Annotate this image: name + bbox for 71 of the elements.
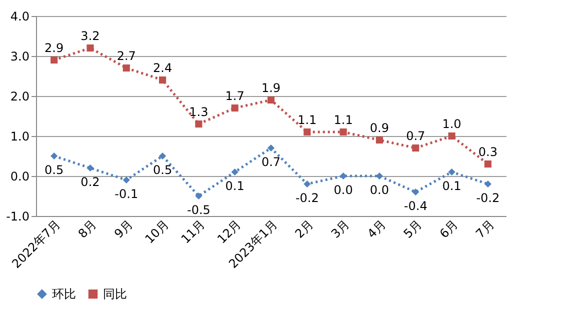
point xyxy=(412,144,420,152)
point xyxy=(484,160,492,168)
x-tick-label: 10月 xyxy=(142,217,172,246)
y-tick-label: -1.0 xyxy=(6,210,30,224)
x-tick-label: 4月 xyxy=(364,217,388,241)
y-tick-label: 0.0 xyxy=(10,170,30,184)
data-label: -0.2 xyxy=(295,191,319,205)
point xyxy=(86,44,94,52)
data-label: 0.0 xyxy=(334,183,353,197)
point xyxy=(484,180,492,188)
data-label: 0.2 xyxy=(80,175,100,189)
data-label: 0.7 xyxy=(261,155,281,169)
y-tick-label: 1.0 xyxy=(10,130,30,144)
point xyxy=(86,164,94,172)
point xyxy=(448,168,456,176)
point xyxy=(195,120,202,128)
data-label: 2.4 xyxy=(152,61,172,75)
data-label: -0.1 xyxy=(114,187,138,201)
x-tick-label: 8月 xyxy=(75,217,100,241)
data-label: -0.4 xyxy=(404,199,428,213)
point xyxy=(159,152,166,160)
data-label: 0.7 xyxy=(406,129,426,143)
data-label: 0.9 xyxy=(370,121,390,135)
point xyxy=(231,168,238,176)
y-tick-label: 2.0 xyxy=(10,90,30,104)
point xyxy=(412,188,420,196)
data-label: 0.5 xyxy=(152,163,172,177)
x-tick-label: 12月 xyxy=(214,217,244,246)
point xyxy=(267,96,275,104)
x-tick-label: 2月 xyxy=(292,217,316,241)
point xyxy=(122,176,130,184)
point xyxy=(304,128,311,136)
data-label: 2.9 xyxy=(44,41,64,55)
data-label: 0.3 xyxy=(478,145,498,159)
point xyxy=(159,76,166,84)
data-label: -0.5 xyxy=(186,203,210,217)
y-tick-label: 4.0 xyxy=(10,10,30,24)
point xyxy=(231,104,238,112)
x-tick-label: 3月 xyxy=(328,217,352,241)
point xyxy=(50,56,58,64)
point xyxy=(195,192,202,200)
point xyxy=(376,172,383,180)
point xyxy=(267,144,275,152)
data-label: 1.0 xyxy=(442,117,462,131)
point xyxy=(50,152,58,160)
x-tick-label: 11月 xyxy=(178,217,208,246)
point xyxy=(340,128,347,136)
point xyxy=(304,180,311,188)
x-tick-label: 9月 xyxy=(112,217,136,241)
data-label: 1.1 xyxy=(298,113,317,127)
point xyxy=(376,136,383,144)
legend-label: 同比 xyxy=(103,287,127,302)
x-tick-label: 5月 xyxy=(400,217,425,241)
data-label: 1.1 xyxy=(334,113,353,127)
point xyxy=(340,172,347,180)
data-label: 1.3 xyxy=(189,105,208,119)
legend-label: 环比 xyxy=(52,287,76,302)
data-label: 1.9 xyxy=(261,81,281,95)
data-label: -0.2 xyxy=(476,191,500,205)
data-label: 0.5 xyxy=(44,163,64,177)
data-label: 2.7 xyxy=(116,49,136,63)
point xyxy=(448,132,456,140)
data-label: 0.1 xyxy=(442,179,462,193)
data-label: 1.7 xyxy=(225,89,244,103)
x-tick-label: 6月 xyxy=(436,217,461,241)
point xyxy=(122,64,130,72)
x-tick-label: 7月 xyxy=(473,217,497,241)
data-label: 3.2 xyxy=(80,29,100,43)
data-label: 0.0 xyxy=(370,183,390,197)
data-label: 0.1 xyxy=(225,179,244,193)
y-tick-label: 3.0 xyxy=(10,50,30,64)
